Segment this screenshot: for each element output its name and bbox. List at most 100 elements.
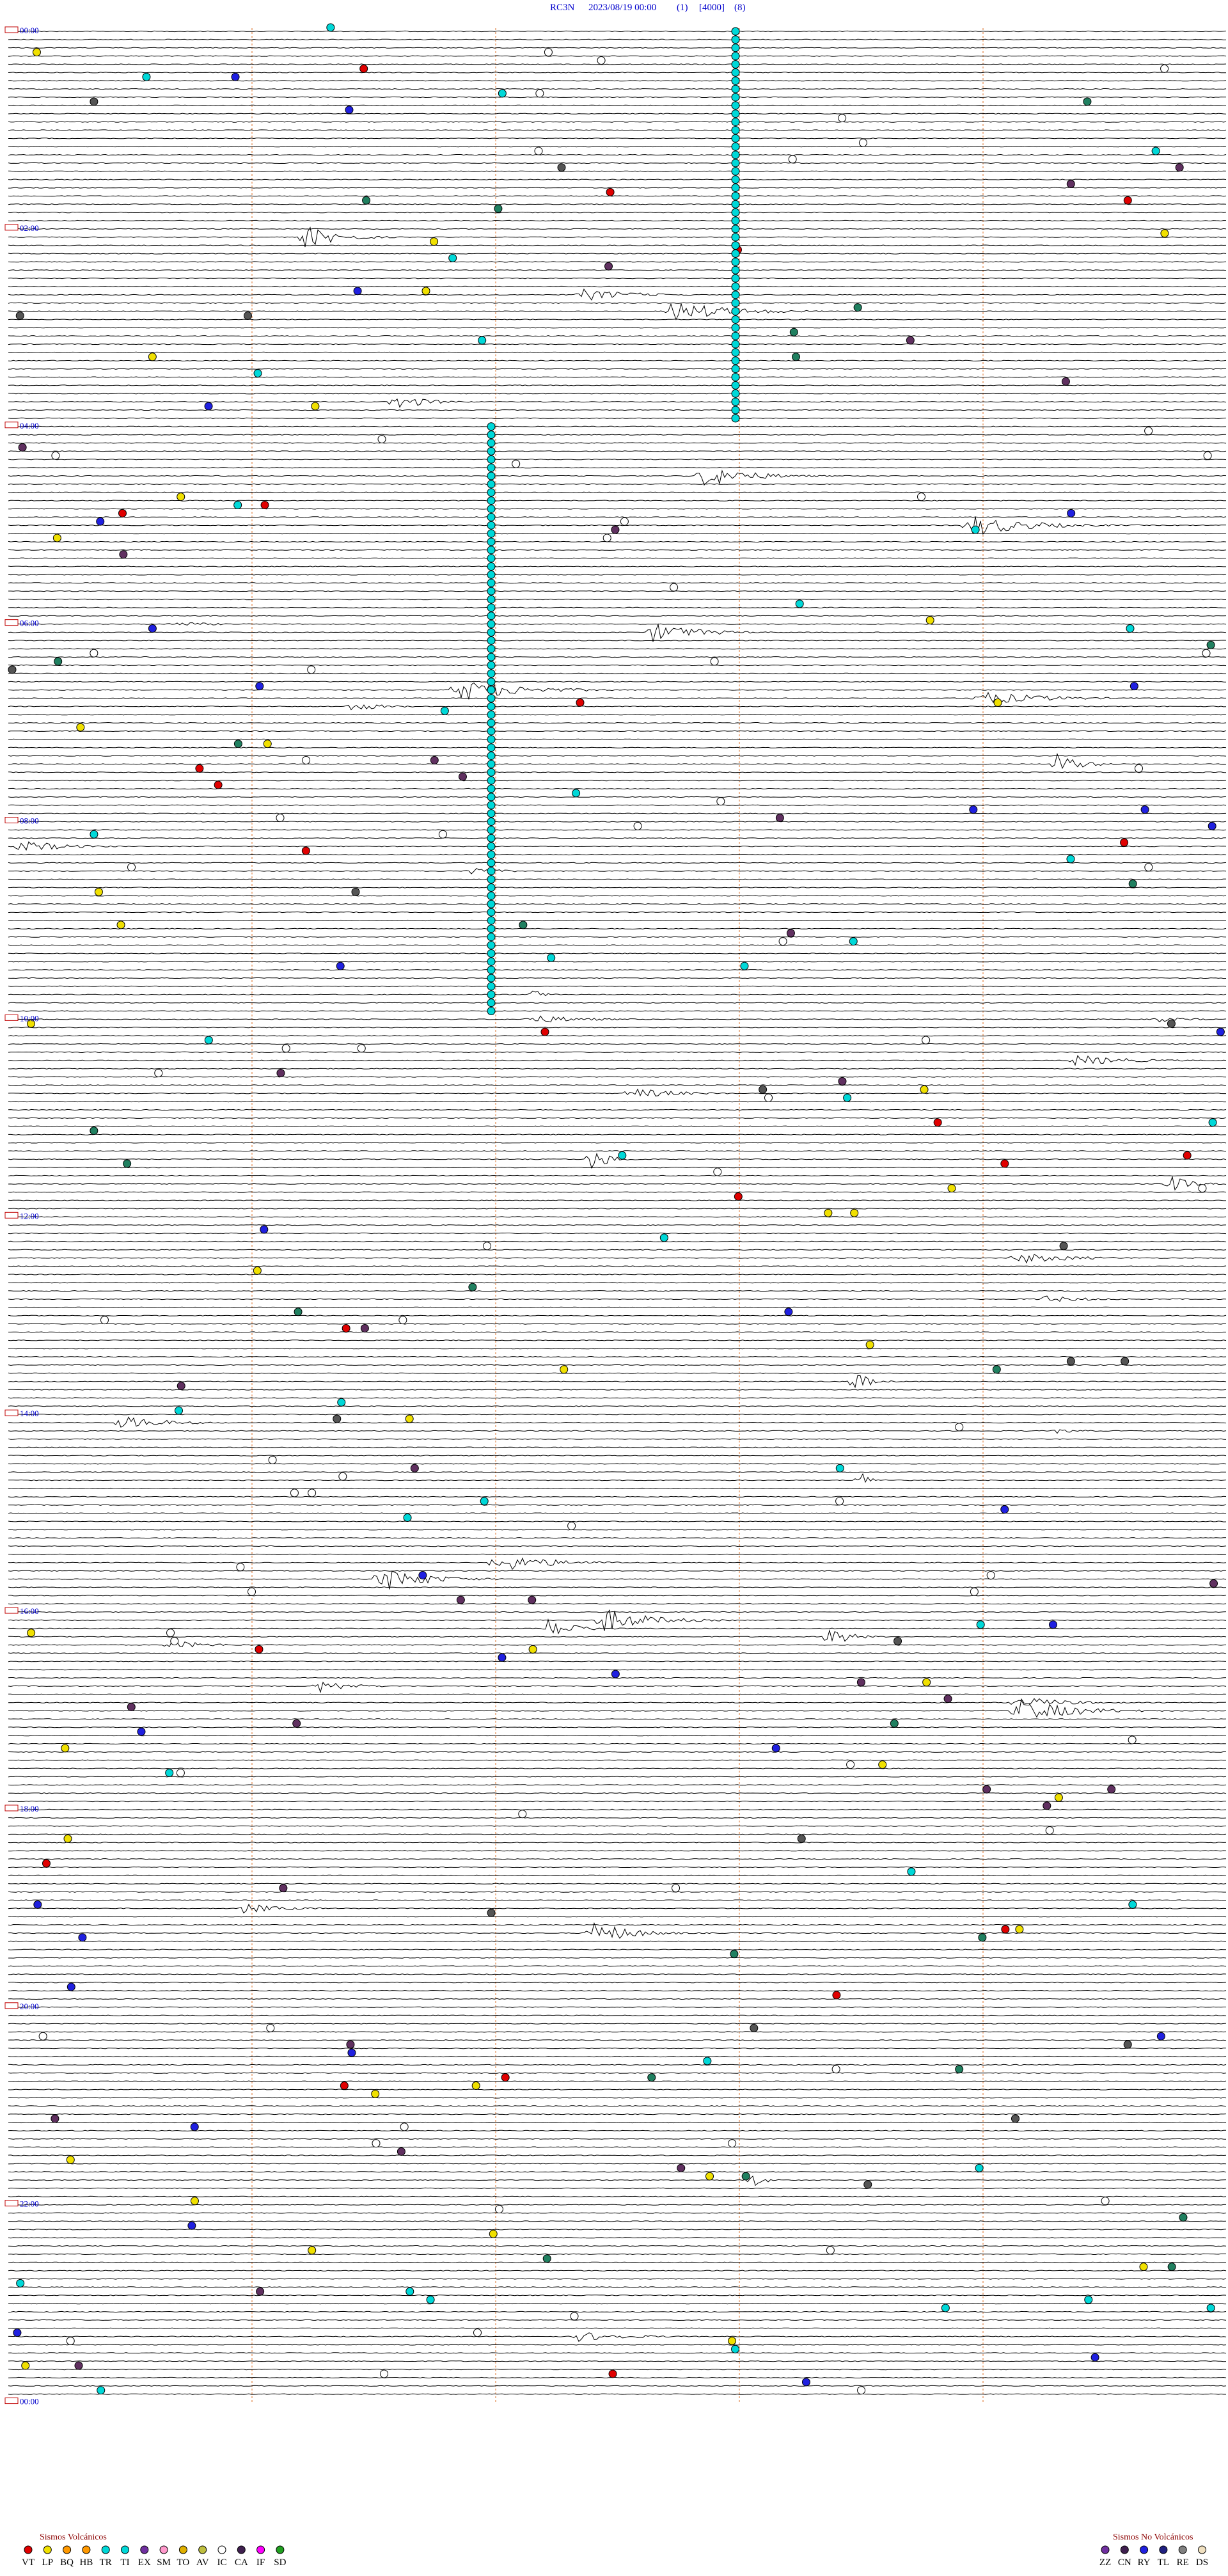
event-marker: [716, 797, 725, 806]
trace: [8, 919, 1226, 922]
event-marker: [487, 628, 496, 637]
trace: [8, 277, 1226, 280]
trace: [8, 1545, 1227, 1547]
event-marker: [731, 365, 740, 374]
trace: [8, 1874, 1227, 1877]
event-marker: [311, 402, 320, 411]
trace: [8, 1681, 1227, 1694]
trace: [8, 936, 1227, 938]
trace: [8, 38, 1227, 41]
trace: [8, 1858, 1227, 1860]
trace: [8, 1429, 1227, 1434]
event-marker: [487, 603, 496, 612]
trace: [8, 459, 1227, 461]
event-marker: [1128, 1735, 1137, 1744]
event-marker: [487, 752, 496, 761]
event-marker: [478, 336, 487, 345]
trace: [8, 961, 1227, 963]
trace: [8, 1015, 1227, 1023]
event-marker: [487, 1908, 496, 1917]
event-marker: [519, 921, 528, 929]
trace: [8, 911, 1227, 913]
trace: [8, 704, 1227, 711]
trace: [8, 2302, 1227, 2305]
time-label: 10:00: [20, 1013, 39, 1023]
legend-marker: [63, 2545, 72, 2554]
event-marker: [487, 793, 496, 802]
trace: [8, 1776, 1227, 1778]
event-marker: [978, 1933, 987, 1942]
event-marker: [338, 1472, 347, 1481]
event-marker: [731, 406, 740, 415]
event-marker: [731, 389, 740, 398]
trace: [8, 2311, 1227, 2313]
event-marker: [118, 509, 127, 518]
event-marker: [430, 237, 439, 246]
event-marker: [993, 698, 1002, 707]
event-marker: [127, 863, 136, 872]
legend-marker: [43, 2545, 52, 2554]
event-marker: [672, 1884, 681, 1893]
event-marker: [850, 1208, 859, 1217]
event-marker: [560, 1365, 569, 1374]
event-marker: [1123, 196, 1132, 205]
trace: [8, 368, 1227, 370]
event-marker: [710, 657, 719, 666]
trace: [8, 1142, 1227, 1144]
event-marker: [784, 1308, 793, 1316]
trace: [8, 532, 1226, 535]
event-marker: [90, 97, 98, 106]
trace: [8, 1240, 1227, 1243]
event-marker: [831, 2065, 840, 2074]
event-marker: [976, 1620, 985, 1629]
legend-marker: [1159, 2545, 1168, 2554]
event-marker: [458, 772, 467, 781]
trace: [8, 1274, 1227, 1276]
trace: [8, 2023, 1227, 2025]
event-marker: [253, 369, 262, 378]
event-marker: [148, 352, 157, 361]
event-marker: [1198, 1184, 1207, 1193]
trace: [8, 1002, 1227, 1004]
event-marker: [483, 1242, 492, 1251]
event-marker: [154, 1068, 163, 1077]
event-marker: [487, 446, 496, 455]
trace: [8, 226, 1227, 248]
event-marker: [731, 307, 740, 316]
event-marker: [731, 84, 740, 93]
trace: [8, 821, 1227, 823]
trace: [8, 88, 1227, 90]
time-box: [4, 224, 19, 231]
event-marker: [487, 686, 496, 695]
trace: [8, 516, 1227, 535]
time-box: [4, 26, 19, 33]
trace: [8, 2286, 1227, 2288]
trace: [8, 2039, 1227, 2041]
event-marker: [487, 776, 496, 785]
event-marker: [731, 150, 740, 159]
event-marker: [731, 323, 740, 332]
event-marker: [1101, 2197, 1110, 2206]
event-marker: [346, 2040, 355, 2049]
legend-marker: [1120, 2545, 1129, 2554]
trace: [8, 1698, 1227, 1718]
event-marker: [677, 2163, 686, 2172]
event-marker: [778, 937, 787, 946]
event-marker: [925, 616, 934, 625]
event-marker: [487, 899, 496, 908]
event-marker: [1139, 2263, 1148, 2272]
time-box: [4, 1607, 19, 1614]
event-marker: [337, 1398, 346, 1407]
event-marker: [487, 735, 496, 744]
event-marker: [400, 2122, 409, 2131]
event-marker: [487, 924, 496, 933]
trace: [8, 2064, 1227, 2066]
event-marker: [1160, 229, 1169, 238]
trace: [8, 656, 1227, 658]
event-marker: [176, 1768, 185, 1777]
time-label: 22:00: [20, 2199, 39, 2209]
time-box: [4, 1212, 19, 1219]
trace: [8, 837, 1227, 839]
event-marker: [731, 52, 740, 61]
